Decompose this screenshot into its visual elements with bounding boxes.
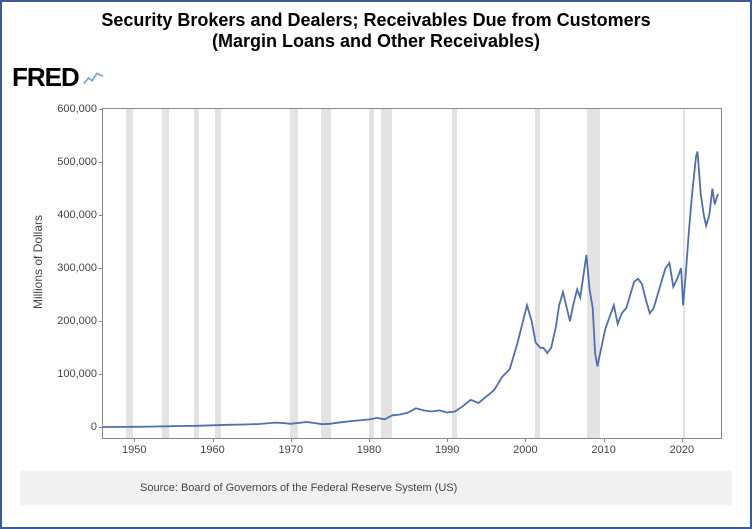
ytick-label: 0 (91, 421, 103, 433)
ytick-label: 600,000 (57, 103, 103, 115)
xtick-label: 1980 (357, 438, 381, 456)
ytick-label: 500,000 (57, 156, 103, 168)
ytick-label: 400,000 (57, 209, 103, 221)
ytick-label: 300,000 (57, 262, 103, 274)
xtick-label: 2010 (591, 438, 615, 456)
source-bar: Source: Board of Governors of the Federa… (20, 471, 732, 505)
line-svg (103, 109, 721, 438)
xtick-label: 2000 (513, 438, 537, 456)
y-axis-label: Millions of Dollars (31, 214, 45, 308)
series-line (103, 152, 718, 428)
plot-region: 0100,000200,000300,000400,000500,000600,… (102, 108, 722, 439)
xtick-label: 1990 (435, 438, 459, 456)
xtick-label: 2020 (670, 438, 694, 456)
xtick-label: 1960 (200, 438, 224, 456)
ytick-label: 100,000 (57, 368, 103, 380)
chart-area: Millions of Dollars 0100,000200,000300,0… (20, 84, 732, 505)
chart-frame: Security Brokers and Dealers; Receivable… (0, 0, 752, 529)
chart-title-line1: Security Brokers and Dealers; Receivable… (22, 10, 730, 31)
y-axis-label-wrap: Millions of Dollars (28, 84, 48, 439)
source-text: Source: Board of Governors of the Federa… (140, 482, 457, 494)
ytick-label: 200,000 (57, 315, 103, 327)
chart-title-line2: (Margin Loans and Other Receivables) (22, 31, 730, 52)
xtick-label: 1950 (122, 438, 146, 456)
xtick-label: 1970 (278, 438, 302, 456)
title-block: Security Brokers and Dealers; Receivable… (2, 2, 750, 54)
